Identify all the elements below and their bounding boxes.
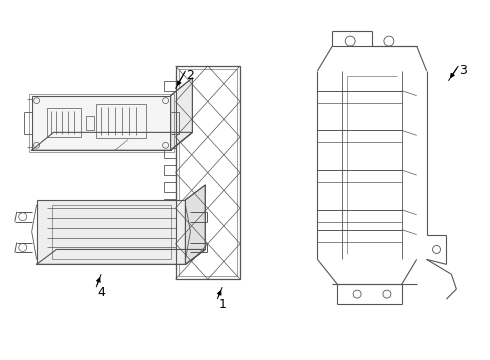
Bar xyxy=(164,199,175,209)
Bar xyxy=(164,148,175,158)
Bar xyxy=(164,81,175,91)
Bar xyxy=(164,216,175,226)
Bar xyxy=(164,233,175,243)
Bar xyxy=(164,182,175,192)
Bar xyxy=(96,104,146,138)
Bar xyxy=(164,249,175,260)
Polygon shape xyxy=(32,132,193,150)
Text: 2: 2 xyxy=(187,69,195,82)
Bar xyxy=(29,94,173,152)
Bar xyxy=(32,96,171,150)
Bar xyxy=(164,165,175,175)
Bar xyxy=(175,66,240,279)
Bar xyxy=(86,116,94,130)
Polygon shape xyxy=(185,185,205,264)
Bar xyxy=(51,205,171,260)
Bar xyxy=(47,108,81,137)
Text: 3: 3 xyxy=(459,64,467,77)
Bar xyxy=(164,98,175,108)
Bar xyxy=(164,114,175,125)
Bar xyxy=(37,200,185,264)
Text: 1: 1 xyxy=(218,297,226,311)
Polygon shape xyxy=(37,249,205,264)
Polygon shape xyxy=(171,78,193,150)
Bar xyxy=(178,69,237,276)
Text: 4: 4 xyxy=(97,285,105,299)
Bar xyxy=(164,131,175,141)
